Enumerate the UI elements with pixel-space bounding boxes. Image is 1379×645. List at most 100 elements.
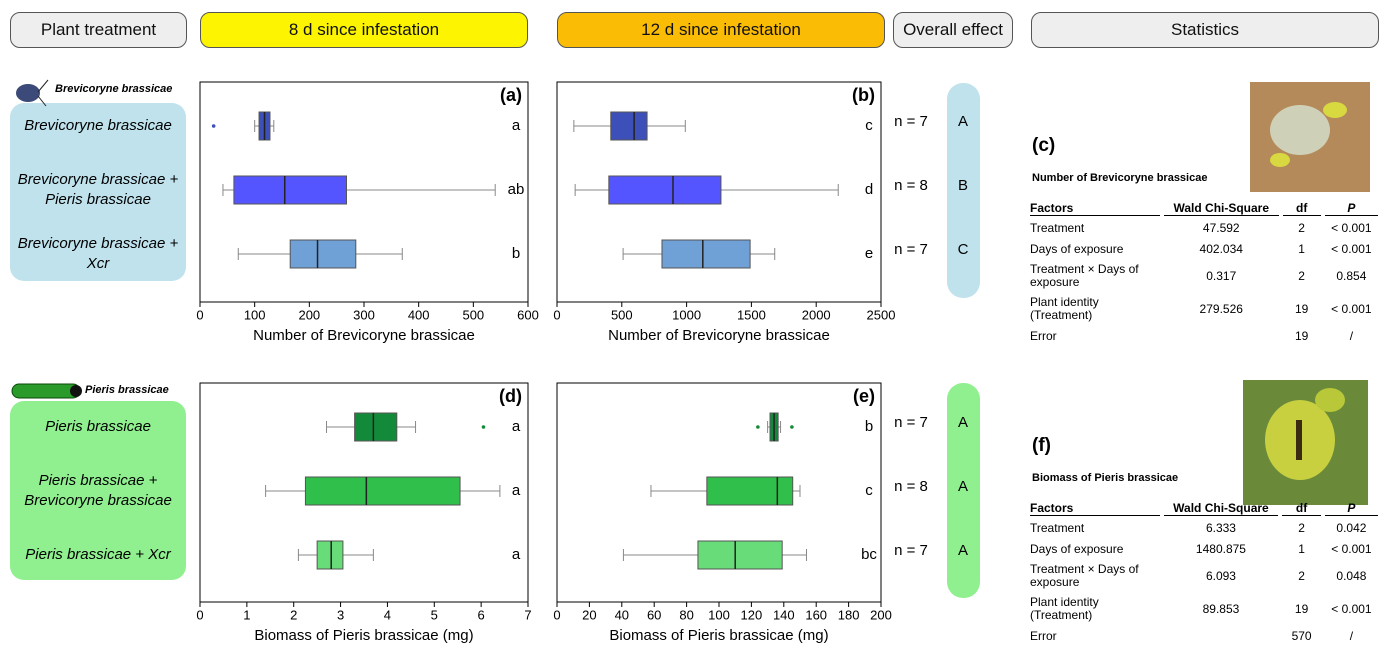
table-cell: < 0.001 xyxy=(1325,294,1378,324)
x-tick-label: 7 xyxy=(524,607,531,622)
overall-letter: C xyxy=(958,241,969,258)
table-cell: Days of exposure xyxy=(1030,540,1160,558)
box xyxy=(234,176,347,204)
significance-letter: ab xyxy=(508,181,525,198)
x-tick-label: 20 xyxy=(582,607,596,622)
treatment-label: Pieris brassicae xyxy=(10,417,186,437)
column-header: P xyxy=(1325,501,1378,516)
box xyxy=(707,477,793,505)
table-cell: < 0.001 xyxy=(1325,240,1378,258)
table-cell: 0.048 xyxy=(1325,561,1378,591)
table-cell: 19 xyxy=(1283,327,1321,345)
x-tick-label: 100 xyxy=(244,307,266,322)
n-label: n = 8 xyxy=(894,478,928,495)
photo-aphid xyxy=(1250,82,1370,192)
x-tick-label: 160 xyxy=(805,607,827,622)
table-cell: 402.034 xyxy=(1164,240,1279,258)
box xyxy=(305,477,460,505)
x-tick-label: 0 xyxy=(553,307,560,322)
box xyxy=(290,240,356,268)
significance-letter: d xyxy=(865,181,873,198)
x-tick-label: 0 xyxy=(196,307,203,322)
column-header: P xyxy=(1325,201,1378,216)
panel-label: (d) xyxy=(499,386,522,406)
table-cell: Treatment × Days of exposure xyxy=(1030,261,1160,291)
significance-letter: bc xyxy=(861,546,877,563)
n-label: n = 7 xyxy=(894,542,928,559)
table-title: Biomass of Pieris brassicae xyxy=(1032,472,1178,484)
table-cell: Treatment xyxy=(1030,219,1160,237)
table-cell: 0.317 xyxy=(1164,261,1279,291)
insect-label: Pieris brassicae xyxy=(85,384,169,396)
x-tick-label: 5 xyxy=(431,607,438,622)
box xyxy=(698,541,782,569)
table-cell: Treatment × Days of exposure xyxy=(1030,561,1160,591)
table-cell: < 0.001 xyxy=(1325,540,1378,558)
x-axis-label: Number of Brevicoryne brassicae xyxy=(253,327,475,344)
n-label: n = 7 xyxy=(894,113,928,130)
table-cell: 6.093 xyxy=(1164,561,1279,591)
figure: (a)0100200300400500600Number of Brevicor… xyxy=(0,0,1379,645)
table-cell xyxy=(1164,627,1279,645)
x-tick-label: 500 xyxy=(462,307,484,322)
table-cell: Plant identity (Treatment) xyxy=(1030,294,1160,324)
x-tick-label: 2500 xyxy=(867,307,896,322)
x-tick-label: 1500 xyxy=(737,307,766,322)
panel-label: (b) xyxy=(852,85,875,105)
x-tick-label: 1000 xyxy=(672,307,701,322)
x-tick-label: 1 xyxy=(243,607,250,622)
table-cell: 0.042 xyxy=(1325,519,1378,537)
table-cell: 19 xyxy=(1282,594,1321,624)
significance-letter: a xyxy=(512,117,521,134)
significance-letter: a xyxy=(512,418,521,435)
column-header: Wald Chi-Square xyxy=(1164,501,1279,516)
table-cell: 570 xyxy=(1282,627,1321,645)
outlier xyxy=(756,425,760,429)
insect-label: Brevicoryne brassicae xyxy=(55,83,172,95)
box xyxy=(609,176,721,204)
significance-letter: c xyxy=(865,117,873,134)
table-cell: 2 xyxy=(1282,519,1321,537)
table-cell: Error xyxy=(1030,627,1160,645)
x-tick-label: 400 xyxy=(408,307,430,322)
column-header: Factors xyxy=(1030,201,1160,216)
panel-label: (a) xyxy=(500,85,522,105)
column-header: df xyxy=(1282,501,1321,516)
header: 8 d since infestation xyxy=(200,12,528,48)
x-tick-label: 200 xyxy=(870,607,892,622)
n-label: n = 7 xyxy=(894,414,928,431)
outlier xyxy=(482,425,486,429)
table-cell: Plant identity (Treatment) xyxy=(1030,594,1160,624)
x-tick-label: 2000 xyxy=(802,307,831,322)
x-tick-label: 80 xyxy=(679,607,693,622)
x-tick-label: 120 xyxy=(741,607,763,622)
treatment-label: Brevicoryne brassicae xyxy=(10,116,186,136)
table-cell: / xyxy=(1325,327,1378,345)
x-tick-label: 300 xyxy=(353,307,375,322)
x-tick-label: 200 xyxy=(298,307,320,322)
table-cell: Treatment xyxy=(1030,519,1160,537)
table-cell: 2 xyxy=(1283,219,1321,237)
table-row: Days of exposure402.0341< 0.001 xyxy=(1030,240,1378,258)
overall-letter: A xyxy=(958,113,968,130)
significance-letter: e xyxy=(865,245,873,262)
caterpillar-icon xyxy=(12,384,82,398)
table-cell: 19 xyxy=(1283,294,1321,324)
x-tick-label: 0 xyxy=(196,607,203,622)
significance-letter: b xyxy=(865,418,873,435)
x-tick-label: 100 xyxy=(708,607,730,622)
x-tick-label: 600 xyxy=(517,307,539,322)
table-row: Treatment × Days of exposure6.09320.048 xyxy=(1030,561,1378,591)
panel-label: (c) xyxy=(1032,135,1055,157)
x-axis-label: Number of Brevicoryne brassicae xyxy=(608,327,830,344)
table-cell: 1 xyxy=(1283,240,1321,258)
treatment-label: Brevicoryne brassicae + Pieris brassicae xyxy=(10,170,186,210)
table-row: Plant identity (Treatment)279.52619< 0.0… xyxy=(1030,294,1378,324)
significance-letter: a xyxy=(512,482,521,499)
table-cell: < 0.001 xyxy=(1325,594,1378,624)
table-cell: 1480.875 xyxy=(1164,540,1279,558)
x-tick-label: 6 xyxy=(478,607,485,622)
